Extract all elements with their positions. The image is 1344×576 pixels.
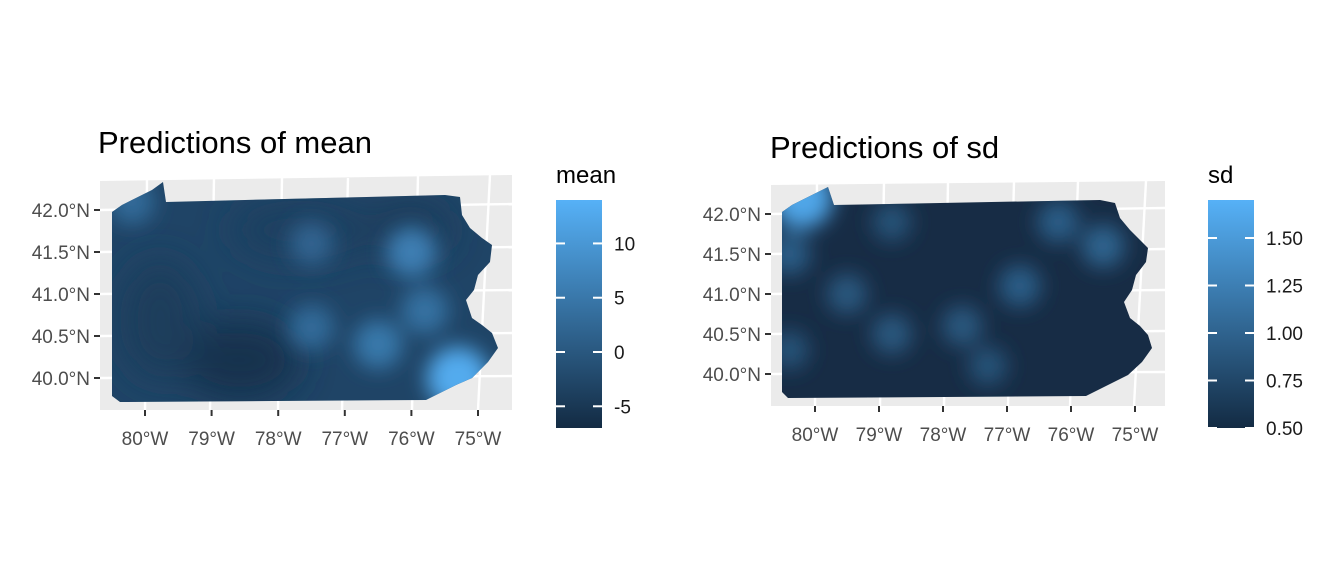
legend-colorbar xyxy=(556,200,602,428)
x-tick-label: 77°W xyxy=(321,429,368,450)
sd-field xyxy=(782,187,1152,398)
field-highlight xyxy=(871,314,912,354)
field-highlight xyxy=(872,202,912,242)
legend-title: sd xyxy=(1208,162,1233,189)
field-highlight xyxy=(353,320,403,369)
legend-label: 0 xyxy=(614,343,625,364)
y-tick-label: 41.0°N xyxy=(703,285,761,306)
field-highlight xyxy=(827,274,867,314)
field-highlight xyxy=(968,346,1008,386)
legend-label: -5 xyxy=(614,397,631,418)
y-tick-label: 40.0°N xyxy=(703,365,761,386)
x-tick-label: 76°W xyxy=(1048,425,1095,446)
legend-label: 1.00 xyxy=(1266,324,1303,345)
x-tick-label: 79°W xyxy=(188,429,235,450)
field-highlight xyxy=(288,305,335,351)
field-highlight xyxy=(289,221,334,266)
legend-label: 0.50 xyxy=(1266,419,1303,440)
field-highlight xyxy=(782,233,811,275)
y-tick-label: 41.0°N xyxy=(32,285,90,306)
x-tick-label: 79°W xyxy=(856,425,903,446)
x-tick-label: 80°W xyxy=(792,425,839,446)
x-tick-label: 78°W xyxy=(255,429,302,450)
y-tick-label: 41.5°N xyxy=(703,245,761,266)
y-tick-label: 40.5°N xyxy=(703,325,761,346)
legend-label: 5 xyxy=(614,289,625,310)
y-tick-label: 41.5°N xyxy=(32,243,90,264)
x-tick-label: 75°W xyxy=(1112,425,1159,446)
field-highlight xyxy=(942,306,983,346)
field-highlight xyxy=(1081,224,1125,268)
mean-field xyxy=(112,182,498,402)
chart-title: Predictions of sd xyxy=(770,130,999,165)
field-highlight xyxy=(782,330,809,370)
x-tick-label: 80°W xyxy=(122,429,169,450)
sd-map-panel: Predictions of sd 40.0°N 40.5°N 41.0°N 41.5… xyxy=(703,130,1303,446)
x-tick-label: 77°W xyxy=(984,425,1031,446)
field-highlight xyxy=(1037,201,1079,243)
legend-label: 1.25 xyxy=(1266,277,1303,298)
x-tick-label: 78°W xyxy=(920,425,967,446)
y-tick-label: 40.5°N xyxy=(32,327,90,348)
legend-label: 1.50 xyxy=(1266,229,1303,250)
legend-label: 10 xyxy=(614,234,635,255)
y-tick-label: 42.0°N xyxy=(703,205,761,226)
field-highlight xyxy=(386,226,437,278)
chart-title: Predictions of mean xyxy=(98,125,372,160)
legend-title: mean xyxy=(556,162,616,189)
mean-map-panel: Predictions of mean xyxy=(32,125,635,450)
y-tick-label: 40.0°N xyxy=(32,369,90,390)
legend-colorbar xyxy=(1208,200,1254,428)
field-highlight xyxy=(999,265,1041,307)
legend-label: 0.75 xyxy=(1266,372,1303,393)
y-tick-label: 42.0°N xyxy=(32,201,90,222)
x-tick-label: 76°W xyxy=(388,429,435,450)
field-highlight xyxy=(401,287,449,335)
x-tick-label: 75°W xyxy=(455,429,502,450)
